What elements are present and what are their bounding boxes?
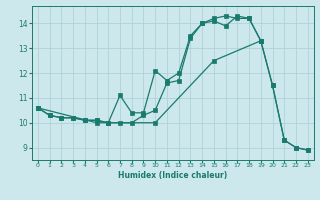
X-axis label: Humidex (Indice chaleur): Humidex (Indice chaleur) <box>118 171 228 180</box>
